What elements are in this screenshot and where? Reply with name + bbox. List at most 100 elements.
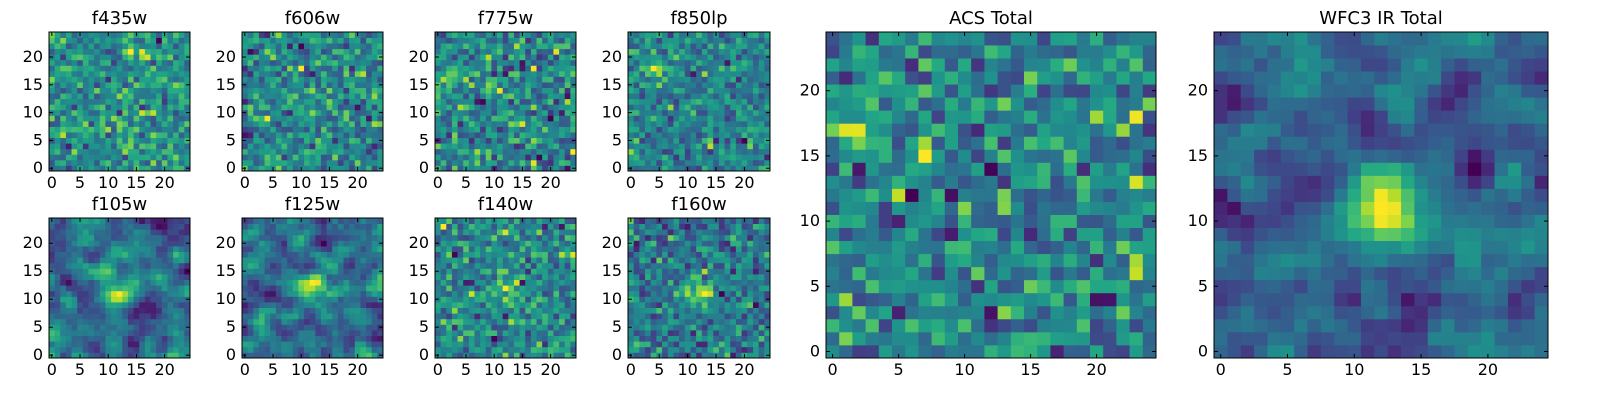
heatmap-cell: [156, 149, 162, 155]
heatmap-cell: [435, 229, 441, 235]
heatmap-cell: [537, 313, 543, 319]
heatmap-cell: [537, 115, 543, 121]
heatmap-cell: [639, 121, 645, 127]
panel-title: f105w: [92, 194, 147, 215]
heatmap-cell: [66, 54, 72, 60]
heatmap-cell: [117, 319, 123, 325]
heatmap-cell: [72, 60, 78, 66]
heatmap-cell: [310, 71, 316, 77]
heatmap-cell: [55, 313, 61, 319]
heatmap-cell: [690, 347, 696, 353]
heatmap-cell: [730, 76, 736, 82]
heatmap-cell: [508, 49, 514, 55]
heatmap-cell: [730, 280, 736, 286]
heatmap-cell: [315, 160, 321, 166]
heatmap-cell: [497, 43, 503, 49]
heatmap-cell: [173, 154, 179, 160]
heatmap-cell: [508, 308, 514, 314]
heatmap-cell: [730, 324, 736, 330]
heatmap-cell: [287, 82, 293, 88]
heatmap-cell: [298, 319, 304, 325]
heatmap-cell: [184, 319, 190, 325]
heatmap-cell: [310, 115, 316, 121]
heatmap-cell: [553, 54, 559, 60]
heatmap-cell: [503, 263, 509, 269]
heatmap-cell: [553, 235, 559, 241]
heatmap-cell: [117, 121, 123, 127]
heatmap-cell: [270, 60, 276, 66]
heatmap-cell: [94, 308, 100, 314]
heatmap-cell: [542, 104, 548, 110]
heatmap-cell: [179, 296, 185, 302]
heatmap-cell: [151, 280, 157, 286]
heatmap-cell: [94, 149, 100, 155]
heatmap-cell: [719, 32, 725, 38]
heatmap-cell: [503, 149, 509, 155]
heatmap-cell: [372, 280, 378, 286]
heatmap-cell: [514, 138, 520, 144]
heatmap-cell: [327, 143, 333, 149]
heatmap-cell: [713, 93, 719, 99]
heatmap-cell: [441, 341, 447, 347]
heatmap-cell: [111, 257, 117, 263]
heatmap-cell: [497, 143, 503, 149]
heatmap-cell: [673, 347, 679, 353]
heatmap-cell: [293, 82, 299, 88]
heatmap-cell: [742, 110, 748, 116]
heatmap-cell: [702, 32, 708, 38]
heatmap-cell: [360, 336, 366, 342]
heatmap-cell: [458, 302, 464, 308]
heatmap-cell: [293, 49, 299, 55]
heatmap-cell: [452, 149, 458, 155]
heatmap-cell: [287, 71, 293, 77]
heatmap-cell: [764, 132, 770, 138]
heatmap-cell: [708, 347, 714, 353]
heatmap-cell: [83, 229, 89, 235]
heatmap-cell: [634, 324, 640, 330]
heatmap-cell: [128, 115, 134, 121]
heatmap-cell: [242, 229, 248, 235]
heatmap-cell: [83, 99, 89, 105]
heatmap-cell: [372, 49, 378, 55]
heatmap-cell: [503, 71, 509, 77]
heatmap-cell: [725, 324, 731, 330]
heatmap-cell: [304, 82, 310, 88]
heatmap-cell: [327, 104, 333, 110]
heatmap-cell: [304, 263, 310, 269]
y-tick-label: 20: [23, 233, 43, 252]
heatmap-cell: [139, 235, 145, 241]
heatmap-cell: [287, 302, 293, 308]
heatmap-cell: [156, 263, 162, 269]
heatmap-cell: [265, 257, 271, 263]
heatmap-cell: [315, 347, 321, 353]
heatmap-cell: [679, 60, 685, 66]
heatmap-cell: [315, 235, 321, 241]
heatmap-cell: [321, 336, 327, 342]
heatmap-cell: [72, 257, 78, 263]
heatmap-cell: [117, 99, 123, 105]
heatmap-cell: [452, 60, 458, 66]
heatmap-cell: [248, 110, 254, 116]
heatmap-cell: [480, 296, 486, 302]
heatmap-cell: [122, 115, 128, 121]
heatmap-cell: [548, 49, 554, 55]
heatmap-cell: [377, 99, 383, 105]
heatmap-cell: [60, 132, 66, 138]
heatmap-cell: [372, 302, 378, 308]
heatmap-cell: [458, 93, 464, 99]
heatmap-cell: [491, 82, 497, 88]
heatmap-cell: [377, 143, 383, 149]
heatmap-cell: [293, 257, 299, 263]
heatmap-cell: [293, 54, 299, 60]
heatmap-cell: [360, 324, 366, 330]
heatmap-cell: [270, 127, 276, 133]
heatmap-cell: [100, 82, 106, 88]
heatmap-cell: [327, 43, 333, 49]
heatmap-cell: [570, 127, 576, 133]
heatmap-cell: [248, 38, 254, 44]
panel-title: f140w: [478, 194, 533, 215]
heatmap-cell: [520, 263, 526, 269]
heatmap-cell: [304, 76, 310, 82]
